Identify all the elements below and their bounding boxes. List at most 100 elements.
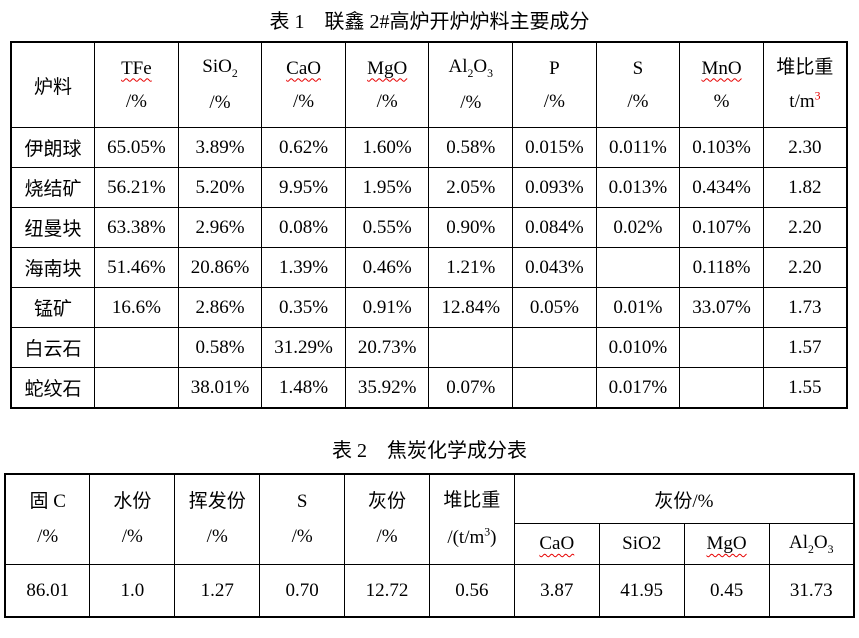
table1-column-header: P /% [512,41,597,128]
column-label-text: 水份 [113,491,152,513]
table-cell [595,247,681,288]
table-cell: 0.58% [177,327,263,368]
table-cell: 12.72 [344,564,430,618]
table-row: 纽曼块 63.38% 2.96% 0.08% 0.55% 0.90% 0.084% 0.02%… [10,207,848,248]
column-unit: /% [347,526,427,548]
table-row: 伊朗球 65.05% 3.89% 0.62% 1.60% 0.58% 0.015% 0.011… [10,127,848,168]
table-row: 烧结矿 56.21% 5.20% 9.95% 1.95% 2.05% 0.093% 0.013… [10,167,848,208]
table-cell: 0.017% [595,367,681,409]
table-cell: 51.46% [94,247,179,288]
table2: 固 C/% 水份/% 挥发份/% S/% 灰份/% 堆比重/(t/m3) 灰份/% CaO S… [4,473,855,618]
table2-column-header: 水份 /% [89,473,176,565]
column-unit: /% [599,91,678,113]
column-unit-text: /% [37,526,59,547]
table1-column-header: TFe /% [94,41,179,128]
table-cell: 0.103% [679,127,764,168]
column-unit-text: /% [627,90,649,112]
column-unit: /% [348,91,427,113]
column-unit: /% [177,526,257,548]
row-label: 纽曼块 [10,207,96,248]
table-cell: 2.30 [762,127,848,168]
table-cell: 0.434% [679,167,764,208]
table-cell: 0.01% [595,287,681,328]
table-cell: 35.92% [344,367,430,409]
table1-column-header: MnO% [679,41,764,128]
column-unit-text: /% [293,90,315,112]
column-formula: TFe [97,58,176,80]
table-cell: 0.011% [595,127,681,168]
column-formula: P [515,58,594,80]
table-cell: 0.55% [344,207,430,248]
table-cell: 0.02% [595,207,681,248]
table-cell: 3.89% [177,127,263,168]
table-cell: 1.57 [762,327,848,368]
table-cell: 0.90% [428,207,514,248]
table2-ash-subcolumn-header: Al2O3 [768,523,855,565]
column-formula-text: CaO [286,57,321,79]
table-cell: 1.39% [261,247,346,288]
table1-header-row: 炉料 TFe /% SiO2 /% CaO /% MgO /% Al2O3 /% P /% S /% MnO%… [10,41,848,128]
table-cell [94,327,179,368]
column-formula: Al2O3 [431,56,510,80]
table2-header-row-top: 固 C/% 水份/% 挥发份/% S/% 灰份/% 堆比重/(t/m3) 灰份/% [4,473,855,565]
column-formula-text: MnO [701,57,742,79]
table-cell: 1.60% [344,127,430,168]
column-unit-text: t/m3 [789,89,821,113]
table2-header-row-sub: CaO SiO2 MgO Al2O3 [5,523,855,565]
column-unit-text: % [713,90,730,112]
table-cell [679,327,764,368]
table-cell: 2.20 [762,207,848,248]
table-cell: 38.01% [177,367,263,409]
column-formula: MgO [348,58,427,80]
table2-ash-subcolumn-header: CaO [513,523,600,565]
table1-column-header: 堆比重 t/m3 [762,41,848,128]
table-cell: 65.05% [94,127,179,168]
table-cell: 0.07% [428,367,514,409]
table-cell: 2.96% [177,207,263,248]
table-cell: 0.45 [683,564,770,618]
table-cell: 2.20 [762,247,848,288]
column-formula: 堆比重 [766,57,844,79]
table-cell: 0.013% [595,167,681,208]
column-unit: % [682,91,761,113]
table-cell: 9.95% [261,167,346,208]
table2-column-header: 灰份 /% [344,473,430,565]
table-cell: 1.95% [344,167,430,208]
table-cell: 5.20% [177,167,263,208]
table-cell: 0.05% [512,287,597,328]
table-cell: 1.21% [428,247,514,288]
table-cell: 41.95 [598,564,685,618]
column-unit-text: /% [460,91,482,113]
column-label-text: 灰份 [368,491,407,513]
column-unit: /% [431,92,510,114]
column-formula: CaO [264,58,343,80]
column-label-text: S [296,491,308,513]
table-row: 白云石 0.58% 31.29% 20.73% 0.010% 1.57 [10,327,848,368]
table-cell: 0.46% [344,247,430,288]
column-formula-text: TFe [121,57,152,79]
subcolumn-formula-text: Al2O3 [789,531,834,556]
column-label-text: 堆比重 [443,490,501,512]
column-unit-text: /(t/m3) [447,525,497,548]
table-cell: 1.82 [762,167,848,208]
table-cell: 12.84% [428,287,514,328]
subcolumn-formula-text: MgO [706,533,747,554]
column-unit-text: /% [209,91,231,113]
table-cell [428,327,514,368]
table-cell: 0.08% [261,207,346,248]
table-cell: 0.107% [679,207,764,248]
table-cell: 0.093% [512,167,597,208]
row-label: 锰矿 [10,287,96,328]
table2-title: 表 2 焦炭化学成分表 [332,440,527,462]
column-formula: S [599,58,678,80]
table-cell: 31.29% [261,327,346,368]
table2-ash-subcolumn-header: MgO [683,523,770,565]
table-cell: 1.48% [261,367,346,409]
table-row: 海南块 51.46% 20.86% 1.39% 0.46% 1.21% 0.043% 0.11… [10,247,848,288]
column-label: 挥发份 [177,491,257,513]
column-formula-text: SiO2 [202,56,238,81]
column-unit-text: /% [125,90,147,112]
table-cell: 0.62% [261,127,346,168]
table-cell [512,327,597,368]
table-cell: 1.55 [762,367,848,409]
